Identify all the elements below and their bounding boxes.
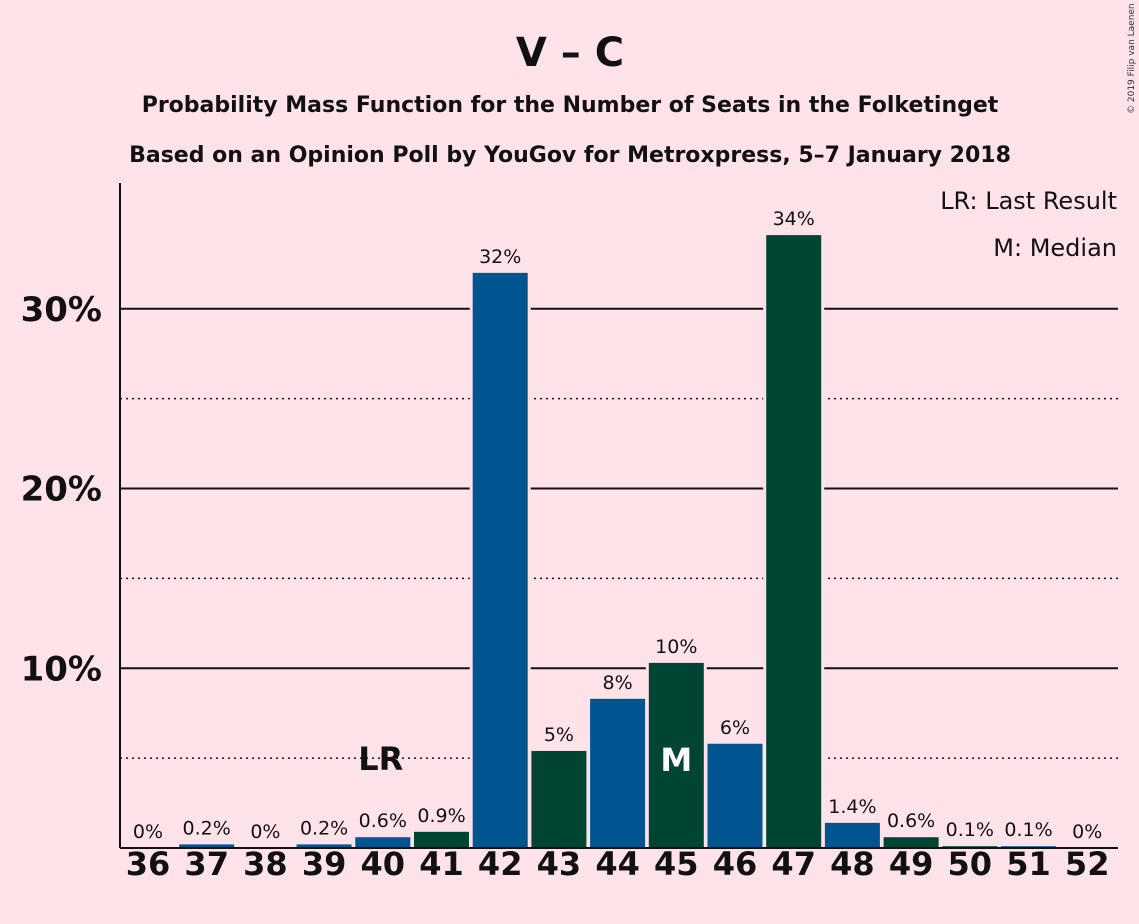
bar-48 — [824, 822, 880, 848]
x-tick-label-43: 43 — [537, 845, 582, 883]
bar-44 — [590, 698, 646, 848]
data-label-47: 34% — [773, 208, 815, 230]
x-tick-label-39: 39 — [302, 845, 347, 883]
x-tick-label-47: 47 — [771, 845, 816, 883]
data-label-52: 0% — [1072, 821, 1102, 843]
copyright-text: © 2019 Filip van Laenen — [1127, 3, 1137, 114]
bar-47 — [766, 235, 822, 848]
data-label-51: 0.1% — [1004, 819, 1052, 841]
data-label-45: 10% — [655, 636, 697, 658]
bar-halo — [939, 843, 1001, 848]
bars — [176, 232, 1059, 848]
legend-last-result: LR: Last Result — [940, 187, 1117, 215]
data-label-40: 0.6% — [359, 810, 407, 832]
x-tick-label-44: 44 — [595, 845, 640, 883]
x-tick-label-41: 41 — [419, 845, 464, 883]
bar-41 — [414, 831, 469, 848]
data-label-39: 0.2% — [300, 817, 348, 839]
data-label-42: 32% — [479, 246, 521, 268]
data-label-49: 0.6% — [887, 810, 935, 832]
legend-median: M: Median — [993, 234, 1117, 262]
y-tick-label: 20% — [21, 470, 102, 510]
bar-40 — [355, 837, 411, 848]
bar-45 — [648, 662, 704, 848]
x-tick-label-38: 38 — [243, 845, 288, 883]
data-label-50: 0.1% — [946, 819, 994, 841]
y-tick-label: 10% — [21, 649, 102, 689]
bar-39 — [296, 844, 352, 848]
bar-37 — [179, 844, 235, 848]
chart-subtitle-line2: Based on an Opinion Poll by YouGov for M… — [129, 143, 1011, 168]
data-labels: 0%360.2%370%380.2%390.6%400.9%4132%425%4… — [126, 208, 1110, 883]
bar-halo — [998, 843, 1059, 848]
y-tick-label: 30% — [21, 290, 102, 330]
x-tick-label-45: 45 — [654, 845, 699, 883]
data-label-37: 0.2% — [183, 817, 231, 839]
x-tick-label-48: 48 — [830, 845, 875, 883]
data-label-36: 0% — [133, 821, 163, 843]
data-label-48: 1.4% — [828, 796, 876, 818]
x-tick-label-50: 50 — [948, 845, 993, 883]
chart-title: V – C — [516, 30, 624, 76]
data-label-43: 5% — [544, 724, 574, 746]
bar-43 — [531, 750, 587, 848]
bar-46 — [707, 743, 763, 848]
data-label-44: 8% — [603, 672, 633, 694]
x-tick-label-49: 49 — [889, 845, 934, 883]
last-result-marker: LR — [358, 740, 403, 778]
x-tick-label-36: 36 — [126, 845, 171, 883]
x-tick-label-51: 51 — [1006, 845, 1051, 883]
x-tick-label-42: 42 — [478, 845, 523, 883]
data-label-41: 0.9% — [417, 805, 465, 827]
chart-subtitle-line1: Probability Mass Function for the Number… — [142, 93, 999, 118]
axes: 10% 20% 30% — [21, 183, 1118, 849]
x-tick-label-37: 37 — [184, 845, 229, 883]
x-tick-label-52: 52 — [1065, 845, 1110, 883]
x-tick-label-40: 40 — [361, 845, 406, 883]
median-marker: M — [660, 741, 692, 779]
data-label-46: 6% — [720, 717, 750, 739]
bar-49 — [883, 837, 939, 848]
bar-42 — [472, 272, 528, 848]
data-label-38: 0% — [250, 821, 280, 843]
x-tick-label-46: 46 — [713, 845, 758, 883]
